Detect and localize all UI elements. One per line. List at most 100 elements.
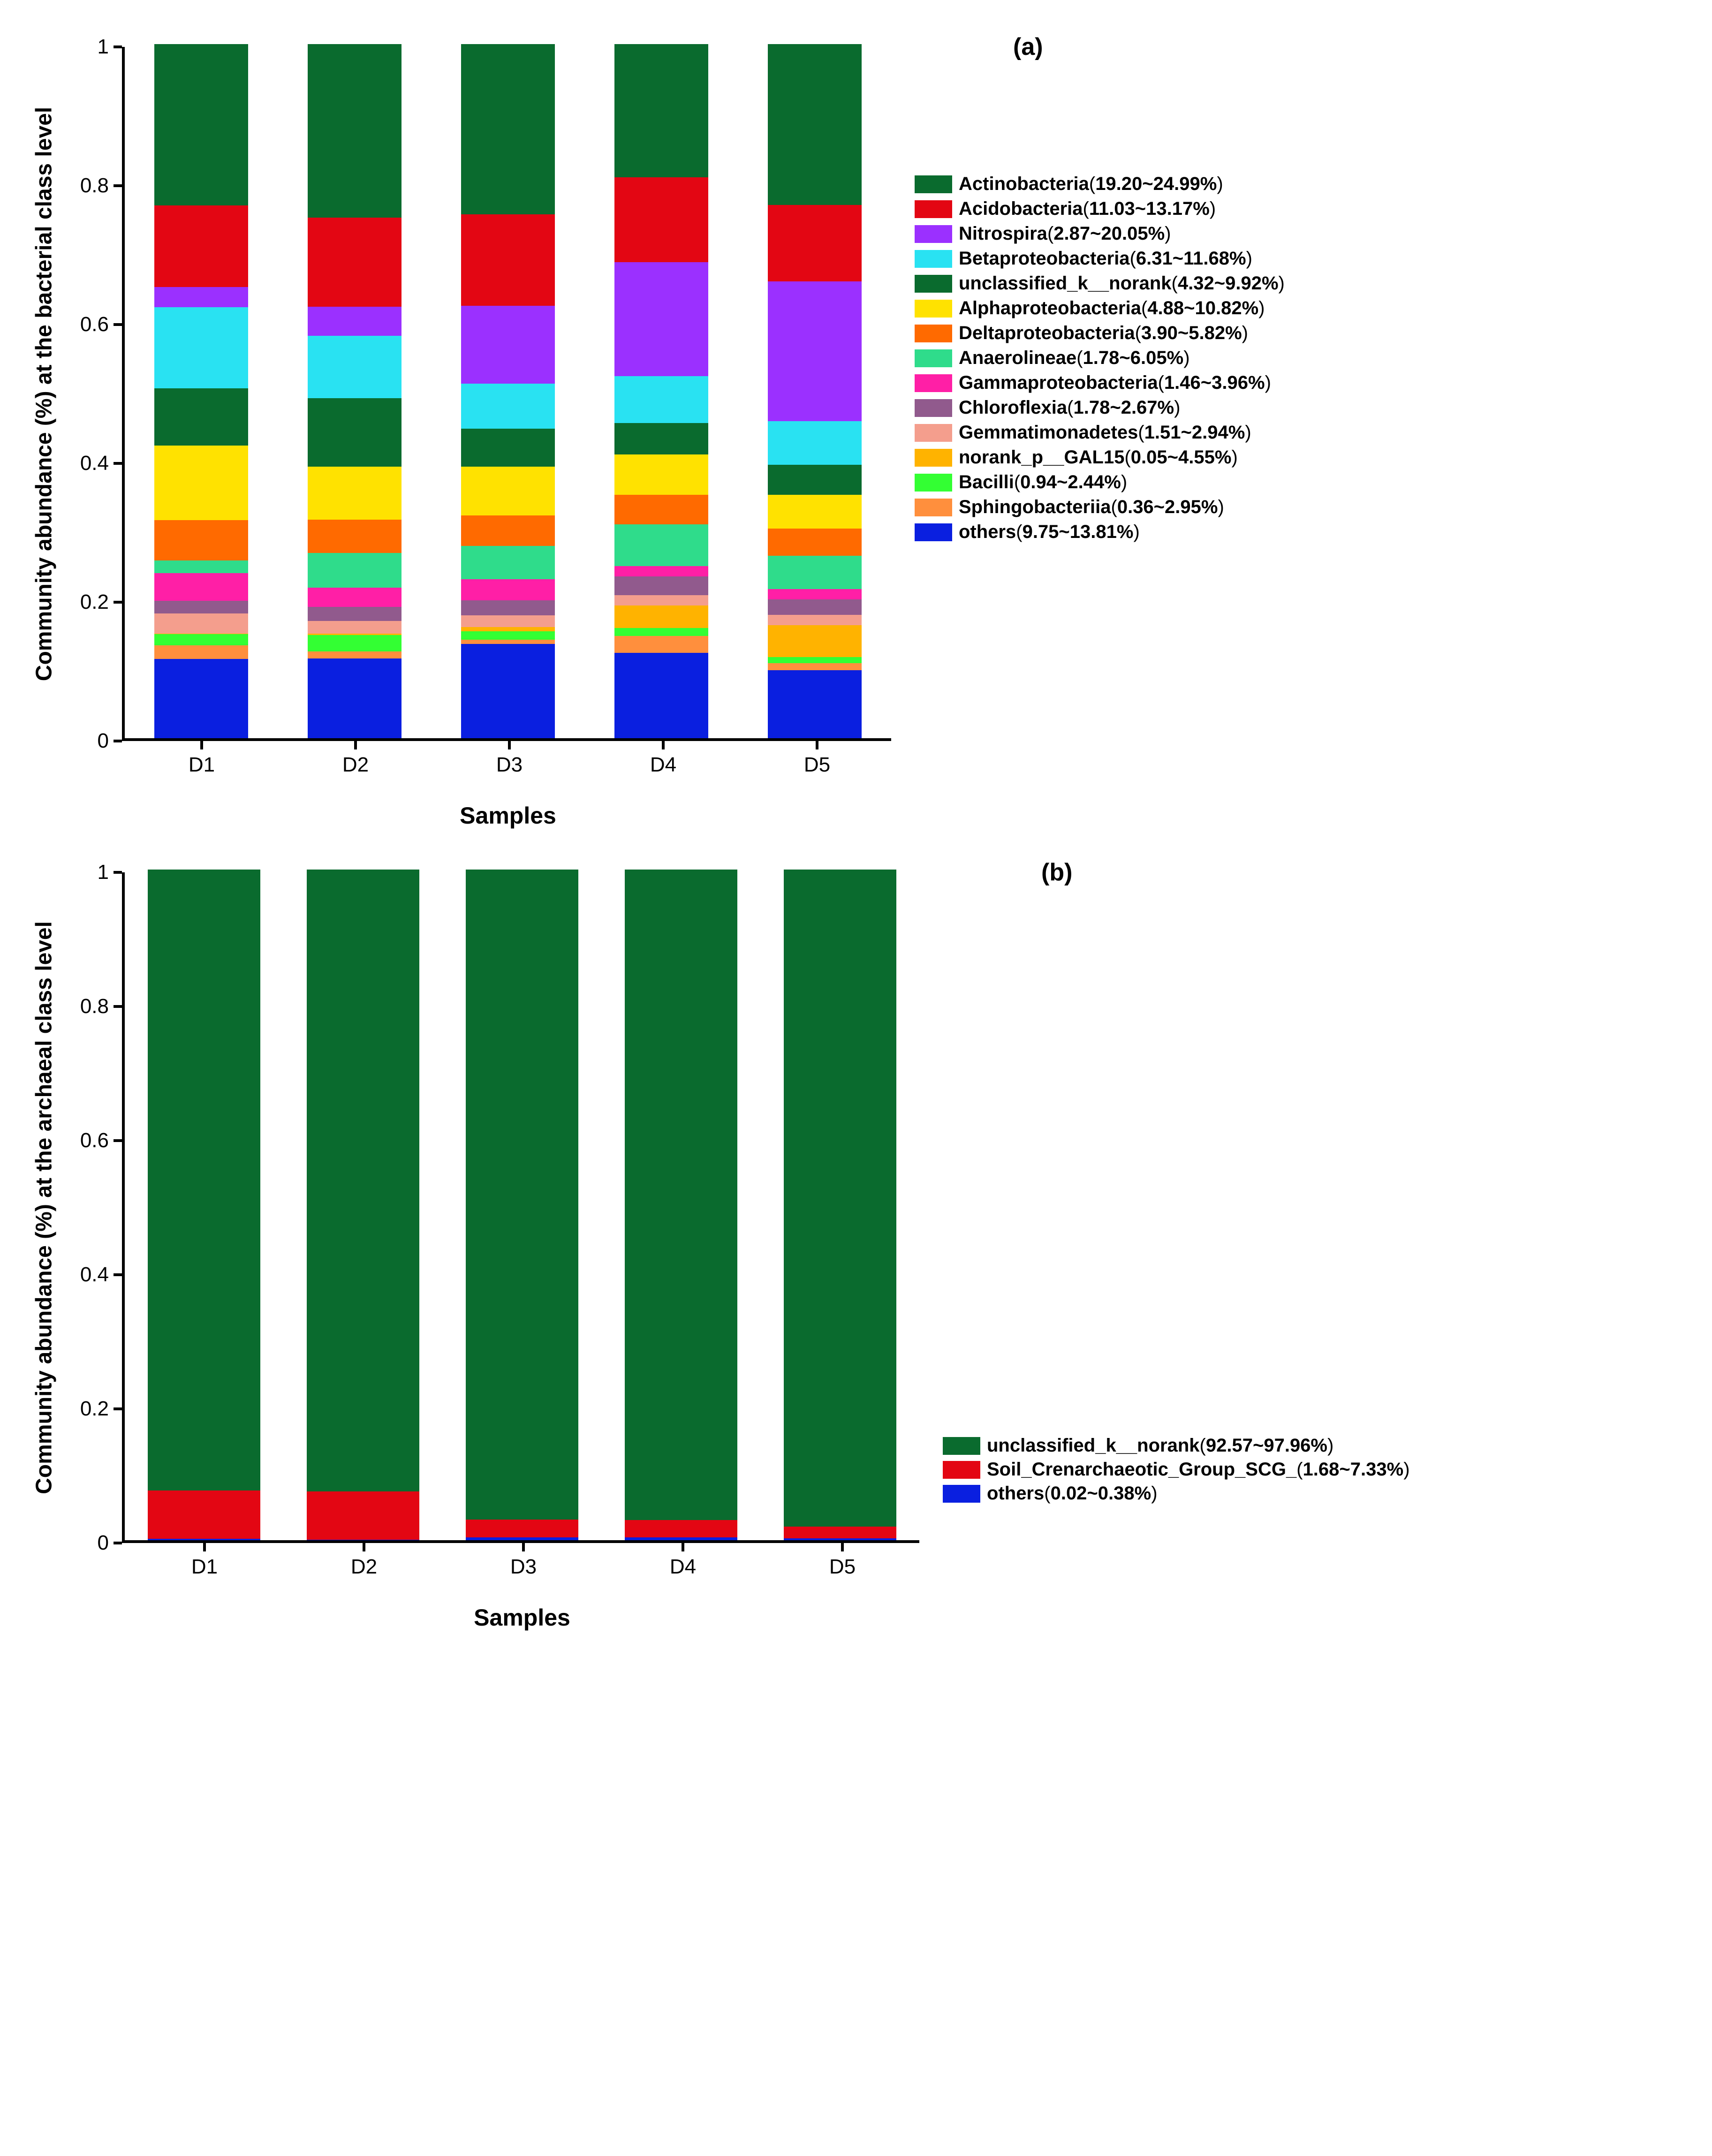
legend-label: Soil_Crenarchaeotic_Group_SCG_(1.68~7.33… xyxy=(987,1459,1410,1480)
bar-segment xyxy=(461,515,555,546)
y-tick-label: 1 xyxy=(98,861,109,884)
bar-segment xyxy=(768,670,862,738)
x-tick-label: D5 xyxy=(829,1555,856,1579)
bars-area xyxy=(125,872,919,1540)
bar-column xyxy=(308,44,401,738)
legend-item: Actinobacteria(19.20~24.99%) xyxy=(915,174,1285,195)
bar-segment xyxy=(768,44,862,205)
y-tick xyxy=(114,462,122,465)
legend-swatch xyxy=(915,250,952,268)
legend-label: Gammaproteobacteria(1.46~3.96%) xyxy=(959,372,1271,393)
bars-area xyxy=(125,47,891,738)
bar-segment xyxy=(154,287,248,307)
bar-column xyxy=(625,870,737,1540)
legend-series-range: 11.03~13.17% xyxy=(1089,198,1210,219)
y-tick-label: 0 xyxy=(98,1531,109,1555)
legend-label: Anaerolineae(1.78~6.05%) xyxy=(959,348,1190,369)
legend-item: others(9.75~13.81%) xyxy=(915,522,1285,543)
legend-swatch xyxy=(915,474,952,492)
legend-item: Chloroflexia(1.78~2.67%) xyxy=(915,397,1285,418)
legend-series-name: Betaproteobacteria xyxy=(959,248,1130,269)
legend-item: Bacilli(0.94~2.44%) xyxy=(915,472,1285,493)
legend-item: Soil_Crenarchaeotic_Group_SCG_(1.68~7.33… xyxy=(943,1459,1410,1480)
y-tick-label: 0.4 xyxy=(80,1263,109,1286)
bar-segment xyxy=(154,307,248,388)
bar-segment xyxy=(614,376,708,424)
legend-swatch xyxy=(915,399,952,417)
bar-column xyxy=(461,44,555,738)
bar-segment xyxy=(461,644,555,738)
legend-item: Nitrospira(2.87~20.05%) xyxy=(915,223,1285,244)
bar-segment xyxy=(307,870,419,1491)
legend-item: Betaproteobacteria(6.31~11.68%) xyxy=(915,248,1285,269)
y-tick-label: 0.2 xyxy=(80,590,109,614)
x-tick xyxy=(682,1543,684,1551)
y-tick xyxy=(114,184,122,187)
legend-series-name: Sphingobacteriia xyxy=(959,497,1111,517)
x-tick xyxy=(508,741,511,749)
plot-region: 00.20.40.60.81D1D2D3D4D5SamplesCommunity… xyxy=(28,863,919,1543)
legend-label: others(0.02~0.38%) xyxy=(987,1483,1158,1504)
legend-series-name: norank_p__GAL15 xyxy=(959,447,1124,468)
bar-segment xyxy=(768,556,862,589)
legend-swatch xyxy=(943,1485,980,1503)
bar-segment xyxy=(614,44,708,177)
bar-segment xyxy=(461,579,555,600)
bar-segment xyxy=(768,495,862,529)
legend-swatch xyxy=(915,175,952,193)
bar-segment xyxy=(154,634,248,645)
bar-segment xyxy=(308,520,401,553)
legend-series-name: Soil_Crenarchaeotic_Group_SCG_ xyxy=(987,1459,1296,1480)
chart-row: 00.20.40.60.81D1D2D3D4D5SamplesCommunity… xyxy=(28,38,1684,741)
y-tick xyxy=(114,45,122,48)
bar-segment xyxy=(154,205,248,287)
x-tick xyxy=(662,741,665,749)
legend-swatch xyxy=(915,499,952,516)
bar-segment xyxy=(308,553,401,588)
legend-label: Alphaproteobacteria(4.88~10.82%) xyxy=(959,298,1265,319)
bar-segment xyxy=(308,44,401,218)
legend-item: Alphaproteobacteria(4.88~10.82%) xyxy=(915,298,1285,319)
legend-series-range: 6.31~11.68% xyxy=(1136,248,1246,269)
bar-segment xyxy=(461,640,555,644)
legend-label: Betaproteobacteria(6.31~11.68%) xyxy=(959,248,1252,269)
legend-label: Gemmatimonadetes(1.51~2.94%) xyxy=(959,422,1251,443)
bar-segment xyxy=(461,44,555,214)
legend-series-range: 0.36~2.95% xyxy=(1117,497,1218,517)
bar-segment xyxy=(614,628,708,636)
bar-segment xyxy=(614,524,708,566)
bar-segment xyxy=(154,446,248,521)
legend-label: unclassified_k__norank(4.32~9.92%) xyxy=(959,273,1285,294)
legend-item: others(0.02~0.38%) xyxy=(943,1483,1410,1504)
legend-swatch xyxy=(915,275,952,293)
x-tick-label: D2 xyxy=(342,753,369,777)
legend-series-name: Deltaproteobacteria xyxy=(959,323,1135,343)
bar-segment xyxy=(154,645,248,659)
bar-segment xyxy=(308,658,401,738)
legend-series-name: Chloroflexia xyxy=(959,397,1067,418)
bar-segment xyxy=(614,595,708,605)
legend-series-range: 1.78~6.05% xyxy=(1083,348,1184,368)
legend-item: Gemmatimonadetes(1.51~2.94%) xyxy=(915,422,1285,443)
legend-series-name: Gemmatimonadetes xyxy=(959,422,1138,443)
bar-column xyxy=(466,870,578,1540)
legend-label: Actinobacteria(19.20~24.99%) xyxy=(959,174,1223,195)
legend-swatch xyxy=(915,449,952,467)
bar-segment xyxy=(768,465,862,495)
bar-segment xyxy=(461,384,555,429)
legend-series-range: 1.51~2.94% xyxy=(1144,422,1245,443)
bar-segment xyxy=(614,566,708,576)
bar-segment xyxy=(461,306,555,384)
bar-segment xyxy=(154,44,248,205)
legend: Actinobacteria(19.20~24.99%)Acidobacteri… xyxy=(915,174,1285,546)
bar-segment xyxy=(308,398,401,467)
legend-item: Sphingobacteriia(0.36~2.95%) xyxy=(915,497,1285,518)
x-tick xyxy=(203,1543,206,1551)
bar-segment xyxy=(768,615,862,625)
x-tick-label: D3 xyxy=(496,753,523,777)
legend-series-range: 3.90~5.82% xyxy=(1141,323,1242,343)
bar-segment xyxy=(154,560,248,573)
legend-swatch xyxy=(943,1461,980,1479)
bar-segment xyxy=(614,423,708,454)
legend-series-name: others xyxy=(987,1483,1044,1504)
